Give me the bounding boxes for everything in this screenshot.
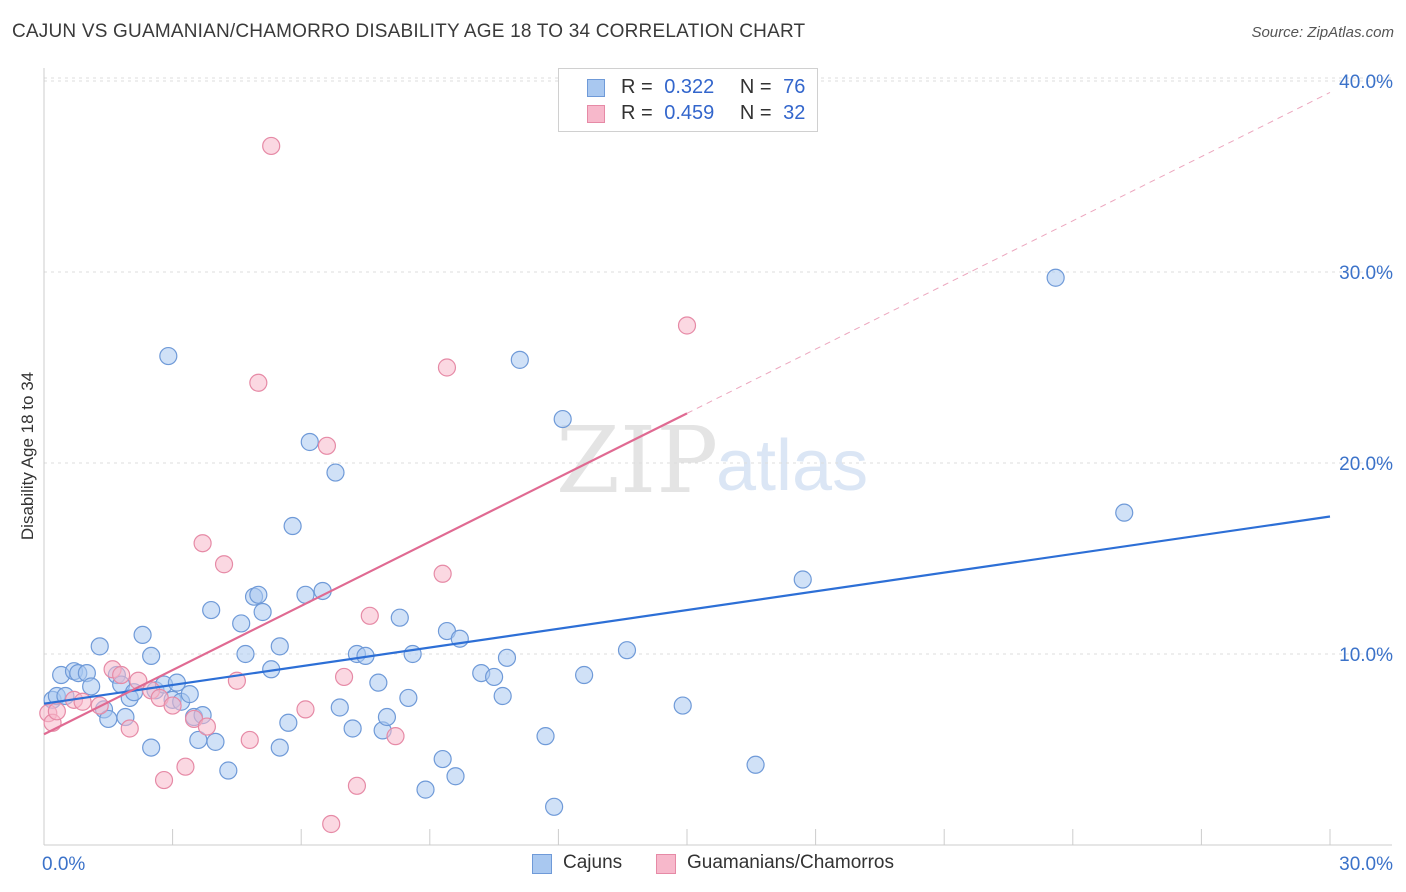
data-point-cajun bbox=[485, 667, 504, 687]
legend-r-value: 0.322 bbox=[664, 76, 715, 98]
bottom-legend-label: Guamanians/Chamorros bbox=[687, 852, 894, 873]
data-point-guamanian bbox=[163, 696, 182, 715]
data-point-cajun bbox=[326, 463, 345, 482]
data-point-cajun bbox=[236, 644, 255, 664]
legend: R = 0.322 N = 76 R = 0.459 N = 32 bbox=[558, 68, 818, 132]
data-point-cajun bbox=[1115, 503, 1134, 522]
data-point-cajun bbox=[330, 698, 349, 717]
chart-title: CAJUN VS GUAMANIAN/CHAMORRO DISABILITY A… bbox=[12, 21, 806, 42]
data-point-cajun bbox=[545, 797, 564, 816]
x-tick-label: 0.0% bbox=[42, 854, 85, 875]
data-point-guamanian bbox=[386, 727, 405, 746]
legend-r-label: R = bbox=[621, 102, 653, 124]
source-label: Source: ZipAtlas.com bbox=[1251, 24, 1394, 41]
data-point-guamanian bbox=[214, 555, 234, 574]
data-point-cajun bbox=[493, 686, 512, 706]
data-point-cajun bbox=[793, 570, 812, 589]
data-point-guamanian bbox=[197, 717, 216, 736]
legend-r-label: R = bbox=[621, 76, 653, 98]
data-point-cajun bbox=[746, 755, 765, 774]
data-point-guamanian bbox=[437, 358, 457, 377]
trendline-guamanians bbox=[43, 412, 688, 736]
data-point-guamanian bbox=[347, 776, 367, 795]
legend-n-value: 76 bbox=[783, 76, 806, 98]
data-point-cajun bbox=[142, 646, 161, 666]
data-point-guamanian bbox=[193, 534, 212, 553]
data-point-guamanian bbox=[334, 667, 354, 687]
data-point-guamanian bbox=[360, 606, 379, 625]
data-point-guamanian bbox=[317, 436, 337, 455]
data-point-cajun bbox=[497, 648, 517, 667]
bottom-legend-swatch-blue bbox=[532, 854, 552, 874]
data-point-cajun bbox=[279, 713, 298, 732]
data-point-cajun bbox=[142, 738, 161, 757]
data-point-guamanian bbox=[120, 719, 139, 738]
data-point-cajun bbox=[433, 749, 452, 769]
data-point-guamanian bbox=[433, 564, 452, 583]
watermark-zip: ZIP bbox=[556, 407, 718, 514]
x-tick-label: 30.0% bbox=[1339, 854, 1393, 875]
data-point-cajun bbox=[446, 767, 465, 786]
data-point-cajun bbox=[283, 516, 302, 536]
bottom-legend-label: Cajuns bbox=[563, 852, 623, 873]
y-tick-label: 30.0% bbox=[1339, 263, 1393, 284]
watermark-atlas: atlas bbox=[716, 426, 868, 506]
data-point-guamanian bbox=[677, 316, 697, 335]
data-point-cajun bbox=[575, 665, 594, 685]
data-point-guamanian bbox=[176, 757, 195, 776]
y-tick-label: 40.0% bbox=[1339, 72, 1393, 93]
data-point-cajun bbox=[249, 585, 268, 604]
trendline-cajuns bbox=[43, 515, 1331, 705]
data-point-guamanian bbox=[322, 814, 341, 834]
legend-swatch-blue bbox=[587, 79, 605, 97]
data-point-guamanian bbox=[112, 665, 131, 685]
data-point-guamanian bbox=[249, 373, 268, 392]
data-point-cajun bbox=[180, 685, 199, 704]
legend-n-label: N = bbox=[739, 102, 772, 124]
data-point-cajun bbox=[1046, 268, 1065, 287]
data-point-cajun bbox=[133, 625, 152, 645]
data-point-cajun bbox=[202, 600, 221, 620]
data-point-cajun bbox=[270, 738, 289, 757]
data-point-cajun bbox=[369, 673, 388, 692]
data-point-cajun bbox=[390, 608, 409, 627]
trendline-guamanians-extrapolated bbox=[686, 92, 1331, 414]
data-point-cajun bbox=[90, 637, 109, 656]
legend-n-value: 32 bbox=[783, 102, 806, 124]
data-point-cajun bbox=[300, 432, 319, 452]
legend-n-label: N = bbox=[739, 76, 772, 98]
data-point-guamanian bbox=[296, 700, 315, 719]
data-point-cajun bbox=[270, 637, 289, 656]
data-point-cajun bbox=[673, 696, 692, 715]
legend-swatch-pink bbox=[587, 105, 605, 123]
data-point-cajun bbox=[253, 602, 272, 622]
legend-r-value: 0.459 bbox=[664, 102, 715, 124]
data-point-cajun bbox=[536, 727, 555, 746]
data-point-cajun bbox=[232, 614, 251, 633]
data-point-cajun bbox=[377, 707, 397, 727]
data-point-cajun bbox=[617, 641, 637, 660]
data-point-cajun bbox=[206, 732, 225, 751]
data-point-cajun bbox=[416, 780, 435, 799]
data-point-guamanian bbox=[240, 730, 259, 750]
data-point-guamanian bbox=[154, 770, 174, 790]
y-tick-label: 10.0% bbox=[1339, 645, 1393, 666]
data-point-guamanian bbox=[47, 702, 66, 721]
data-point-cajun bbox=[553, 409, 572, 429]
data-point-cajun bbox=[510, 350, 529, 369]
data-point-cajun bbox=[82, 677, 101, 696]
data-point-cajun bbox=[219, 761, 238, 780]
data-point-guamanian bbox=[73, 692, 92, 711]
data-point-cajun bbox=[159, 346, 178, 366]
y-tick-label: 20.0% bbox=[1339, 454, 1393, 475]
bottom-legend-swatch-pink bbox=[656, 854, 676, 874]
data-point-cajun bbox=[343, 719, 362, 738]
data-point-cajun bbox=[399, 688, 418, 708]
data-point-guamanian bbox=[262, 136, 281, 156]
